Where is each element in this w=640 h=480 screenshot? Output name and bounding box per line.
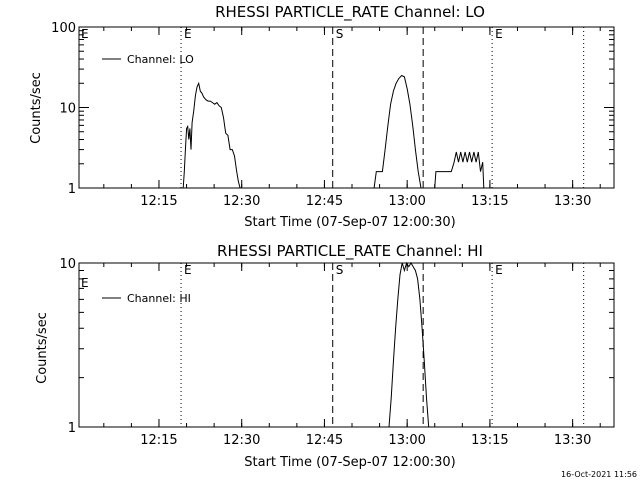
panel-hi: RHESSI PARTICLE_RATE Channel: HI Start T…: [35, 242, 615, 470]
y-tick-label: 1: [68, 182, 76, 197]
series-line: [182, 81, 241, 189]
x-axis-label: Start Time (07-Sep-07 12:00:30): [244, 455, 455, 470]
series: [388, 261, 430, 428]
x-tick-label: 12:45: [306, 194, 343, 209]
y-axis-label: Counts/sec: [29, 72, 44, 144]
x-tick-label: 13:15: [471, 194, 508, 209]
series-line: [373, 74, 422, 189]
chart-title: RHESSI PARTICLE_RATE Channel: HI: [217, 242, 483, 261]
legend-label: Channel: LO: [127, 53, 194, 66]
y-axis-label: Counts/sec: [35, 312, 50, 384]
corner-marker: E: [81, 276, 89, 290]
series-line: [388, 261, 430, 428]
ticks: 12:15 12:30 12:45 13:00 13:15 13:30 1 10 100: [51, 21, 614, 209]
x-tick-label: 12:30: [223, 433, 260, 448]
x-tick-label: 12:15: [140, 433, 177, 448]
x-tick-label: 13:30: [554, 194, 591, 209]
event-label: E: [184, 27, 192, 41]
event-label: S: [336, 27, 344, 41]
series: [182, 74, 485, 189]
x-tick-label: 13:00: [388, 194, 425, 209]
plot-frame: [78, 26, 615, 189]
x-tick-label: 12:45: [306, 433, 343, 448]
x-tick-label: 13:30: [554, 433, 591, 448]
ticks: 12:15 12:30 12:45 13:00 13:15 13:30 1 10: [59, 257, 614, 448]
event-label: S: [336, 263, 344, 277]
event-label: E: [184, 263, 192, 277]
panel-lo: RHESSI PARTICLE_RATE Channel: LO Start T…: [29, 3, 615, 230]
legend-label: Channel: HI: [127, 292, 191, 305]
x-tick-label: 13:15: [471, 433, 508, 448]
event-label: E: [495, 27, 503, 41]
series-line: [434, 151, 485, 189]
event-label: E: [495, 263, 503, 277]
y-tick-label: 10: [59, 102, 76, 117]
chart-title: RHESSI PARTICLE_RATE Channel: LO: [215, 3, 485, 22]
y-tick-label: 10: [59, 257, 76, 272]
x-axis-label: Start Time (07-Sep-07 12:00:30): [244, 215, 455, 230]
plot-frame: [78, 262, 615, 428]
y-tick-label: 100: [51, 21, 76, 36]
x-tick-label: 12:15: [140, 194, 177, 209]
timestamp-footer: 16-Oct-2021 11:56: [561, 470, 637, 479]
corner-marker: E: [81, 27, 89, 41]
y-tick-label: 1: [68, 421, 76, 436]
x-tick-label: 12:30: [223, 194, 260, 209]
x-tick-label: 13:00: [388, 433, 425, 448]
